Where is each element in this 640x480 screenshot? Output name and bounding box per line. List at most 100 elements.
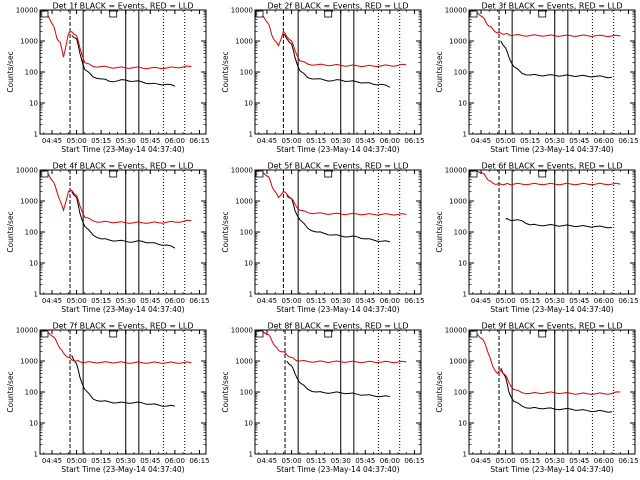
y-tick-label: 10000 xyxy=(231,7,253,15)
y-axis-label: Counts/sec xyxy=(6,51,15,92)
x-axis-label: Start Time (23-May-14 04:37:40) xyxy=(276,305,399,314)
series-line-events xyxy=(71,35,176,87)
legend-box-right xyxy=(109,10,118,18)
x-tick-label: 06:00 xyxy=(594,457,614,465)
x-tick-label: 05:30 xyxy=(331,297,351,305)
x-tick-label: 06:15 xyxy=(404,457,424,465)
series-line-events xyxy=(71,355,175,407)
x-tick-label: 05:30 xyxy=(116,137,136,145)
x-tick-label: 05:30 xyxy=(545,137,565,145)
y-tick-label: 10000 xyxy=(231,327,253,335)
x-tick-label: 05:15 xyxy=(520,137,540,145)
panel-title: Det 5f BLACK = Events, RED = LLD xyxy=(267,162,408,171)
detector-panel-2: 1 10 100 1000 10000 04:45 05:00 05:15 05:30 05:45… xyxy=(221,2,425,155)
y-axis-label: Counts/sec xyxy=(221,51,230,92)
x-tick-label: 05:00 xyxy=(66,457,86,465)
series-line-events xyxy=(286,195,391,243)
series-line-events xyxy=(500,367,613,413)
detector-panel-6: 1 10 100 1000 10000 04:45 05:00 05:15 05:30 05:45… xyxy=(435,162,639,315)
y-tick-label: 100 xyxy=(240,69,253,77)
y-tick-label: 1000 xyxy=(20,198,38,206)
y-tick-label: 100 xyxy=(240,389,253,397)
x-tick-label: 05:15 xyxy=(306,297,326,305)
legend-box-left xyxy=(255,330,264,338)
y-tick-label: 10000 xyxy=(16,7,38,15)
x-tick-label: 05:00 xyxy=(495,137,515,145)
x-tick-label: 06:15 xyxy=(404,137,424,145)
detector-panel-3: 1 10 100 1000 10000 04:45 05:00 05:15 05:30 05:45… xyxy=(435,2,639,155)
y-tick-label: 1 xyxy=(34,131,38,139)
panel-title: Det 2f BLACK = Events, RED = LLD xyxy=(267,2,408,11)
y-tick-label: 1000 xyxy=(20,38,38,46)
series-line-lld xyxy=(469,169,621,186)
x-tick-label: 05:45 xyxy=(355,457,375,465)
x-tick-label: 05:00 xyxy=(66,137,86,145)
y-tick-label: 10 xyxy=(458,260,467,268)
x-tick-label: 05:15 xyxy=(306,137,326,145)
x-tick-label: 04:45 xyxy=(471,297,491,305)
x-axis-label: Start Time (23-May-14 04:37:40) xyxy=(490,465,613,474)
x-tick-label: 05:30 xyxy=(116,297,136,305)
x-tick-label: 05:00 xyxy=(66,297,86,305)
x-tick-label: 06:00 xyxy=(594,137,614,145)
y-tick-label: 1 xyxy=(249,451,253,459)
series-line-events xyxy=(505,218,613,229)
y-tick-label: 1 xyxy=(34,451,38,459)
x-tick-label: 06:15 xyxy=(618,297,638,305)
x-tick-label: 06:00 xyxy=(594,297,614,305)
x-tick-label: 06:00 xyxy=(380,457,400,465)
x-tick-label: 05:45 xyxy=(140,297,160,305)
x-tick-label: 05:45 xyxy=(140,457,160,465)
x-tick-label: 05:15 xyxy=(306,457,326,465)
x-tick-label: 05:15 xyxy=(520,297,540,305)
x-axis-label: Start Time (23-May-14 04:37:40) xyxy=(276,465,399,474)
series-line-events xyxy=(286,360,391,398)
y-tick-label: 100 xyxy=(454,69,467,77)
y-axis-label: Counts/sec xyxy=(435,51,444,92)
series-line-lld xyxy=(255,330,407,364)
panel-title: Det 9f BLACK = Events, RED = LLD xyxy=(481,322,622,331)
legend-box-left xyxy=(469,170,478,178)
x-tick-label: 06:00 xyxy=(380,297,400,305)
y-tick-label: 1000 xyxy=(20,358,38,366)
y-tick-label: 10000 xyxy=(445,7,467,15)
x-tick-label: 06:00 xyxy=(165,297,185,305)
y-tick-label: 10 xyxy=(244,100,253,108)
legend-box-right xyxy=(324,10,333,18)
x-tick-label: 05:30 xyxy=(545,457,565,465)
x-axis-label: Start Time (23-May-14 04:37:40) xyxy=(61,305,184,314)
legend-box-left xyxy=(255,170,264,178)
detector-panel-1: 1 10 100 1000 10000 04:45 05:00 05:15 05:30 05:45… xyxy=(6,2,210,155)
x-axis-label: Start Time (23-May-14 04:37:40) xyxy=(490,305,613,314)
x-tick-label: 05:00 xyxy=(281,457,301,465)
y-tick-label: 1000 xyxy=(235,198,253,206)
legend-box-left xyxy=(469,330,478,338)
panel-title: Det 8f BLACK = Events, RED = LLD xyxy=(267,322,408,331)
x-tick-label: 05:45 xyxy=(355,137,375,145)
plot-frame xyxy=(39,169,207,295)
y-tick-label: 100 xyxy=(454,229,467,237)
y-tick-label: 10000 xyxy=(445,167,467,175)
series-line-events xyxy=(71,191,176,249)
legend-box-right xyxy=(538,10,547,18)
x-tick-label: 04:45 xyxy=(42,297,62,305)
x-axis-label: Start Time (23-May-14 04:37:40) xyxy=(61,465,184,474)
detector-panel-8: 1 10 100 1000 10000 04:45 05:00 05:15 05:30 05:45… xyxy=(221,322,425,475)
x-tick-label: 05:00 xyxy=(281,297,301,305)
y-tick-label: 1000 xyxy=(449,198,467,206)
y-tick-label: 1000 xyxy=(449,358,467,366)
x-tick-label: 05:30 xyxy=(545,297,565,305)
x-tick-label: 06:15 xyxy=(618,137,638,145)
x-tick-label: 06:00 xyxy=(165,457,185,465)
x-tick-label: 05:45 xyxy=(569,137,589,145)
y-tick-label: 10000 xyxy=(16,167,38,175)
plot-frame xyxy=(254,169,422,295)
x-tick-label: 06:15 xyxy=(404,297,424,305)
plot-frame xyxy=(468,9,636,135)
x-tick-label: 05:45 xyxy=(140,137,160,145)
y-axis-label: Counts/sec xyxy=(221,371,230,412)
y-tick-label: 1 xyxy=(463,131,467,139)
x-tick-label: 05:30 xyxy=(116,457,136,465)
x-tick-label: 06:15 xyxy=(189,297,209,305)
series-line-lld xyxy=(469,330,621,395)
